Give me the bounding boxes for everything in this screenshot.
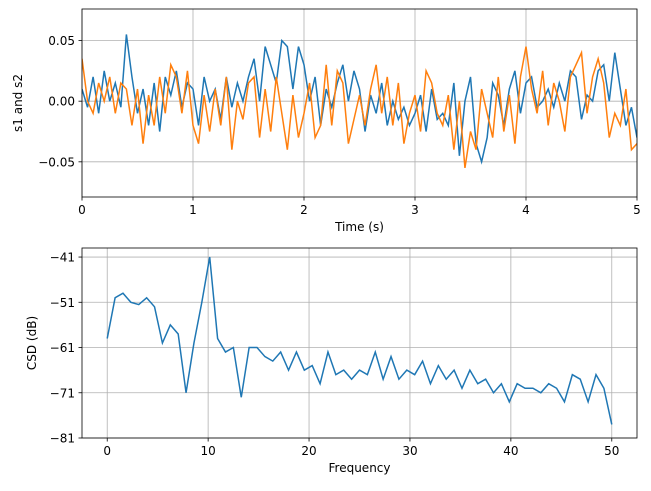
y-tick-label: −0.05 [38, 155, 75, 169]
y-tick-label: −51 [50, 296, 75, 310]
x-tick-label: 10 [200, 444, 215, 458]
y-tick-label: −71 [50, 386, 75, 400]
line-series [106, 256, 613, 425]
axes-frame [81, 247, 638, 439]
x-tick-label: 20 [301, 444, 316, 458]
x-tick-label: 0 [103, 444, 111, 458]
x-tick-label: 2 [300, 203, 308, 217]
x-tick-label: 40 [503, 444, 518, 458]
y-tick-label: −81 [50, 432, 75, 446]
x-tick-label: 5 [633, 203, 641, 217]
y-tick-label: −41 [50, 251, 75, 265]
y-tick-label: 0.05 [48, 34, 75, 48]
axes-frame [81, 8, 638, 198]
y-tick-label: −61 [50, 341, 75, 355]
x-tick-label: 30 [402, 444, 417, 458]
x-tick-label: 50 [604, 444, 619, 458]
x-axis-label: Frequency [329, 461, 391, 475]
y-tick-label: 0.00 [48, 95, 75, 109]
x-tick-label: 3 [411, 203, 419, 217]
line-series [82, 46, 637, 169]
x-tick-label: 1 [189, 203, 197, 217]
x-tick-label: 0 [78, 203, 86, 217]
y-axis-label: s1 and s2 [11, 74, 25, 132]
line-series [82, 34, 637, 165]
x-tick-label: 4 [522, 203, 530, 217]
y-axis-label: CSD (dB) [25, 316, 39, 370]
x-axis-label: Time (s) [334, 220, 384, 234]
